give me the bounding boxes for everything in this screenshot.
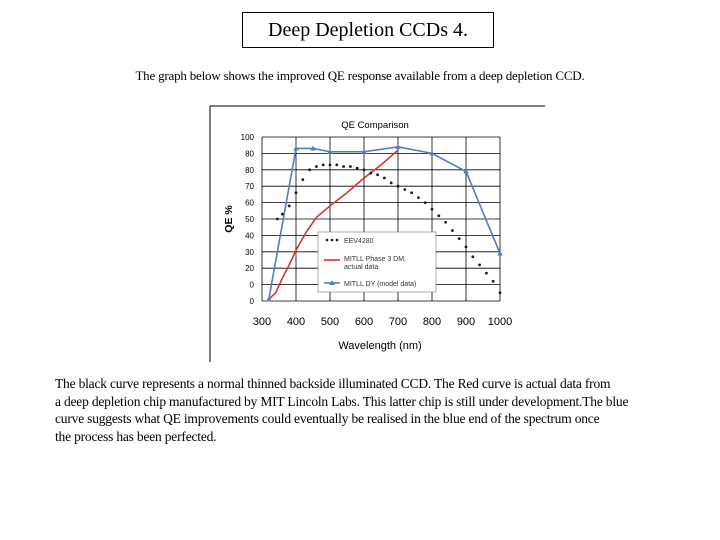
- series-layer: [266, 144, 503, 302]
- series-point-mitll-dy: [395, 144, 401, 149]
- series-point-mitll-dy: [463, 168, 469, 174]
- series-point-eev4280: [315, 165, 318, 168]
- series-point-eev4280: [376, 173, 379, 177]
- legend-layer: EEV4280 MITLL Phase 3 DM,actual data MITLL…: [317, 231, 437, 293]
- series-point-eev4280: [389, 181, 393, 185]
- legend-label-mitll-phase3: MITLL Phase 3 DM,: [344, 256, 406, 263]
- caption-line: curve suggests what QE improvements coul…: [55, 411, 600, 426]
- series-point-eev4280: [430, 207, 434, 211]
- intro-text: The graph below shows the improved QE re…: [135, 68, 585, 83]
- series-point-mitll-dy: [310, 145, 316, 151]
- series-point-eev4280: [444, 220, 447, 224]
- legend-swatch-eev4280: [335, 238, 339, 242]
- series-point-eev4280: [328, 163, 332, 167]
- x-tick-label: 700: [389, 316, 407, 328]
- series-point-eev4280: [491, 279, 495, 283]
- series-point-eev4280: [451, 229, 454, 232]
- series-point-mitll-dy: [497, 250, 503, 256]
- series-line-mitll-phase3: [268, 149, 399, 300]
- caption: The black curve represents a normal thin…: [55, 375, 715, 445]
- qe-chart-svg: 0 0 20 30 40 50 60 70 80 80 100 300 400 500 600 700 800 9…: [209, 105, 545, 362]
- series-point-eev4280: [362, 168, 366, 172]
- legend-box: [317, 231, 437, 293]
- series-point-eev4280: [369, 171, 373, 175]
- series-point-mitll-dy: [361, 148, 367, 154]
- y-tick-label: 80: [245, 149, 254, 158]
- series-point-eev4280: [464, 245, 468, 249]
- x-tick-label: 300: [253, 316, 271, 328]
- series-point-eev4280: [308, 168, 311, 172]
- slide-title: Deep Depletion CCDs 4.: [268, 19, 468, 41]
- series-point-eev4280: [423, 201, 427, 204]
- series-point-eev4280: [437, 214, 441, 218]
- series-point-eev4280: [478, 263, 481, 267]
- qe-chart: 0 0 20 30 40 50 60 70 80 80 100 300 400 500 600 700 800 9…: [200, 104, 545, 362]
- y-axis-label: QE %: [223, 205, 235, 233]
- legend-label-eev4280: EEV4280: [344, 238, 374, 245]
- x-tick-label: 600: [355, 316, 373, 328]
- x-tick-label: 800: [423, 316, 441, 328]
- series-point-eev4280: [294, 191, 298, 195]
- legend-label-mitll-dy: MITLL DY (model data): [344, 281, 416, 288]
- series-point-eev4280: [301, 178, 305, 182]
- series-point-eev4280: [349, 165, 352, 168]
- legend-swatch-eev4280: [330, 238, 334, 242]
- x-tick-label: 400: [287, 316, 305, 328]
- series-point-eev4280: [403, 188, 407, 191]
- y-tick-label: 50: [245, 215, 254, 224]
- x-tick-label: 1000: [488, 316, 512, 328]
- y-tick-label: 20: [245, 264, 254, 273]
- series-point-eev4280: [342, 165, 345, 168]
- y-tick-label: 100: [241, 133, 255, 142]
- caption-line: The black curve represents a normal thin…: [55, 376, 611, 391]
- series-point-mitll-dy: [327, 148, 333, 154]
- series-point-eev4280: [321, 163, 325, 167]
- y-tick-label: 0: [250, 281, 255, 290]
- series-point-eev4280: [383, 176, 386, 180]
- series-point-eev4280: [335, 163, 339, 167]
- y-tick-label: 80: [245, 166, 254, 175]
- caption-line: a deep depletion chip manufactured by MI…: [55, 393, 629, 409]
- legend-label-mitll-phase3-line2: actual data: [344, 264, 378, 271]
- series-point-eev4280: [275, 217, 279, 221]
- series-point-mitll-dy: [293, 145, 299, 151]
- series-point-eev4280: [287, 204, 291, 208]
- series-point-mitll-dy: [266, 296, 272, 302]
- x-tick-label: 500: [321, 316, 339, 328]
- series-point-eev4280: [281, 212, 284, 216]
- series-point-mitll-dy: [429, 150, 435, 156]
- series-point-eev4280: [457, 237, 461, 241]
- series-point-eev4280: [471, 255, 475, 259]
- y-tick-label: 0: [250, 297, 255, 306]
- series-point-eev4280: [410, 191, 413, 195]
- chart-title: QE Comparison: [341, 120, 409, 131]
- caption-line: the process has been perfected.: [55, 428, 217, 444]
- slide-title-box: Deep Depletion CCDs 4.: [242, 12, 494, 48]
- series-point-eev4280: [498, 291, 502, 295]
- series-point-eev4280: [485, 271, 488, 275]
- series-point-eev4280: [417, 196, 420, 200]
- legend-swatch-eev4280: [325, 238, 329, 242]
- y-tick-label: 60: [245, 199, 254, 208]
- y-tick-label: 40: [245, 231, 254, 240]
- series-point-eev4280: [355, 166, 359, 170]
- y-tick-label: 30: [245, 248, 254, 257]
- x-tick-label: 900: [457, 316, 475, 328]
- x-axis-label: Wavelength (nm): [338, 340, 421, 352]
- series-point-eev4280: [396, 184, 400, 188]
- legend-marker-mitll-dy: [329, 280, 335, 285]
- y-tick-label: 70: [245, 182, 254, 191]
